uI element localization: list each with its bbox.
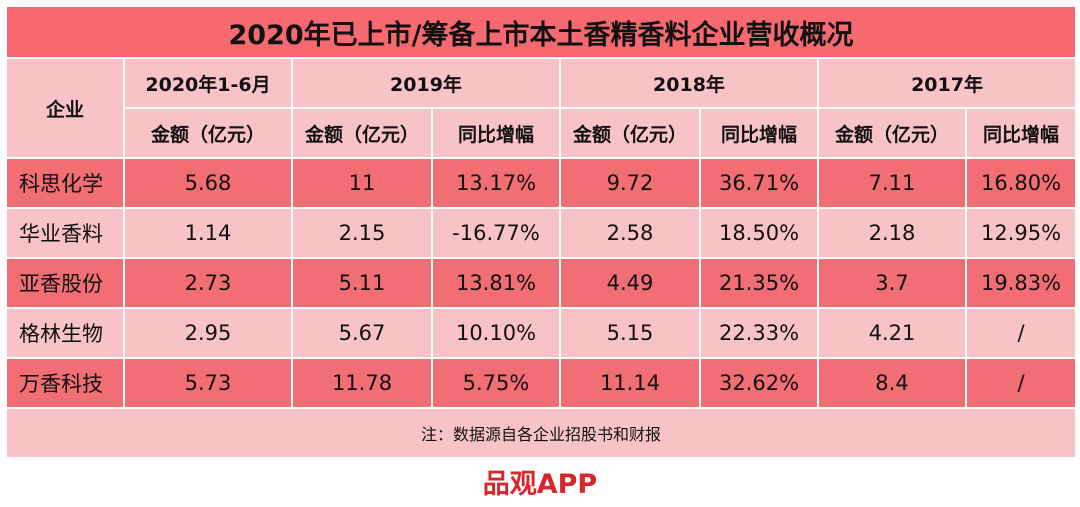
amount-2020h1: 5.68 [123,157,293,209]
amount-2017: 4.21 [817,307,967,359]
growth-2019: 10.10% [431,307,561,359]
header-period-2018: 2018年 [559,57,819,109]
amount-2018: 5.15 [559,307,701,359]
table-row: 科思化学 5.68 11 13.17% 9.72 36.71% 7.11 16.… [5,157,1078,209]
growth-2017: / [964,357,1078,409]
header-growth-2019: 同比增幅 [431,107,561,159]
growth-2018: 21.35% [699,257,819,309]
growth-2017: / [964,307,1078,359]
company-name: 格林生物 [5,307,125,359]
amount-2019: 2.15 [291,207,433,259]
amount-2017: 3.7 [817,257,967,309]
amount-2019: 5.11 [291,257,433,309]
growth-2019: -16.77% [431,207,561,259]
header-amount-2019: 金额（亿元） [291,107,433,159]
growth-2018: 36.71% [699,157,819,209]
source-note: 注：数据源自各企业招股书和财报 [4,407,1078,459]
table-row: 亚香股份 2.73 5.11 13.81% 4.49 21.35% 3.7 19… [5,257,1078,309]
amount-2017: 2.18 [817,207,967,259]
table-row: 万香科技 5.73 11.78 5.75% 11.14 32.62% 8.4 / [5,357,1078,409]
growth-2018: 18.50% [699,207,819,259]
header-growth-2017: 同比增幅 [964,107,1078,159]
growth-2019: 13.81% [431,257,561,309]
amount-2020h1: 5.73 [123,357,293,409]
brand-watermark: 品观APP [482,469,598,500]
table-title: 2020年已上市/筹备上市本土香精香料企业营收概况 [4,5,1078,59]
header-amount-2020h1: 金额（亿元） [123,107,293,159]
growth-2019: 13.17% [431,157,561,209]
company-name: 万香科技 [5,357,125,409]
table-row: 华业香料 1.14 2.15 -16.77% 2.58 18.50% 2.18 … [5,207,1078,259]
growth-2018: 32.62% [699,357,819,409]
header-period-2019: 2019年 [291,57,561,109]
growth-2018: 22.33% [699,307,819,359]
amount-2019: 5.67 [291,307,433,359]
amount-2020h1: 1.14 [123,207,293,259]
amount-2018: 4.49 [559,257,701,309]
amount-2020h1: 2.95 [123,307,293,359]
header-company: 企业 [5,57,125,159]
header-period-2017: 2017年 [816,57,1078,109]
table-row: 格林生物 2.95 5.67 10.10% 5.15 22.33% 4.21 / [5,307,1078,359]
amount-2019: 11 [291,157,433,209]
company-name: 亚香股份 [5,257,125,309]
amount-2017: 7.11 [817,157,967,209]
header-amount-2018: 金额（亿元） [559,107,701,159]
growth-2017: 12.95% [964,207,1078,259]
revenue-table-container: 2020年已上市/筹备上市本土香精香料企业营收概况 企业 2020年1-6月 2… [4,5,1078,459]
header-amount-2017: 金额（亿元） [817,107,967,159]
revenue-table: 2020年已上市/筹备上市本土香精香料企业营收概况 企业 2020年1-6月 2… [4,5,1078,459]
growth-2017: 19.83% [964,257,1078,309]
amount-2018: 9.72 [559,157,701,209]
amount-2018: 2.58 [559,207,701,259]
company-name: 华业香料 [5,207,125,259]
amount-2018: 11.14 [559,357,701,409]
amount-2020h1: 2.73 [123,257,293,309]
company-name: 科思化学 [5,157,125,209]
header-growth-2018: 同比增幅 [699,107,819,159]
amount-2017: 8.4 [817,357,967,409]
growth-2019: 5.75% [431,357,561,409]
header-period-2020h1: 2020年1-6月 [123,57,293,109]
growth-2017: 16.80% [964,157,1078,209]
amount-2019: 11.78 [291,357,433,409]
